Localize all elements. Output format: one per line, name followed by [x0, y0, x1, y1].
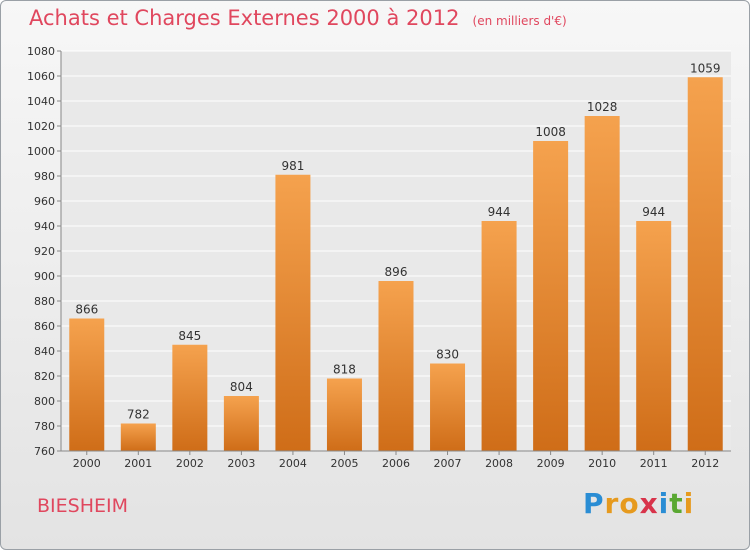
y-tick-label: 820	[34, 370, 55, 383]
bar	[69, 318, 105, 451]
bar	[223, 396, 259, 451]
bar	[120, 423, 156, 451]
y-tick-label: 800	[34, 395, 55, 408]
data-label: 818	[333, 363, 356, 377]
y-tick-label: 960	[34, 195, 55, 208]
y-tick-label: 1020	[27, 120, 55, 133]
bar	[430, 363, 466, 451]
x-tick-label: 2008	[485, 457, 513, 470]
chart-title: Achats et Charges Externes 2000 à 2012	[29, 6, 460, 30]
chart-subtitle: (en milliers d'€)	[472, 14, 567, 28]
data-label: 1028	[587, 100, 618, 114]
brand-letter: P	[583, 487, 605, 520]
brand-letter: i	[658, 487, 670, 520]
bar	[636, 221, 672, 451]
brand-letter: r	[604, 487, 620, 520]
y-tick-label: 1060	[27, 70, 55, 83]
y-axis-ticks: 760 780 800 820 840 860 880 900 920 940 960 980 1000…	[27, 45, 61, 458]
bar	[275, 174, 311, 451]
title-row: Achats et Charges Externes 2000 à 2012 (…	[29, 6, 567, 30]
bars: 866 782 845 804 981 818 896 830 944 1008 1028 944 10…	[69, 61, 723, 451]
y-tick-label: 940	[34, 220, 55, 233]
x-tick-label: 2005	[330, 457, 358, 470]
bar	[172, 344, 208, 451]
commune-name: BIESHEIM	[37, 495, 128, 517]
brand-letter: o	[619, 487, 640, 520]
x-tick-label: 2007	[434, 457, 462, 470]
y-tick-label: 860	[34, 320, 55, 333]
x-tick-label: 2012	[691, 457, 719, 470]
data-label: 944	[642, 205, 665, 219]
y-tick-label: 900	[34, 270, 55, 283]
y-tick-label: 1000	[27, 145, 55, 158]
data-label: 896	[385, 265, 408, 279]
y-tick-label: 880	[34, 295, 55, 308]
x-tick-label: 2004	[279, 457, 307, 470]
y-tick-label: 760	[34, 445, 55, 458]
brand-letter: t	[669, 487, 684, 520]
bar	[481, 221, 517, 451]
brand-letter: i	[683, 487, 695, 520]
brand-letter: x	[639, 487, 659, 520]
x-tick-label: 2006	[382, 457, 410, 470]
x-tick-label: 2010	[588, 457, 616, 470]
data-label: 804	[230, 380, 253, 394]
bar	[533, 141, 569, 451]
data-label: 944	[488, 205, 511, 219]
x-tick-label: 2002	[176, 457, 204, 470]
x-axis-ticks: 2000 2001 2002 2003 2004 2005 2006 2007 2008 2009…	[73, 451, 719, 470]
x-tick-label: 2000	[73, 457, 101, 470]
x-tick-label: 2009	[537, 457, 565, 470]
data-label: 830	[436, 348, 459, 362]
y-tick-label: 840	[34, 345, 55, 358]
data-label: 866	[75, 303, 98, 317]
data-label: 845	[178, 329, 201, 343]
data-label: 782	[127, 408, 150, 422]
y-tick-label: 1040	[27, 95, 55, 108]
data-label: 1059	[690, 61, 721, 75]
y-tick-label: 980	[34, 170, 55, 183]
brand-logo: Proxiti	[583, 487, 694, 520]
y-tick-label: 920	[34, 245, 55, 258]
data-label: 1008	[535, 125, 566, 139]
bar	[378, 281, 414, 451]
x-tick-label: 2011	[640, 457, 668, 470]
data-label: 981	[281, 159, 304, 173]
x-tick-label: 2003	[227, 457, 255, 470]
bar	[584, 116, 620, 451]
bar	[326, 378, 362, 451]
y-tick-label: 780	[34, 420, 55, 433]
y-tick-label: 1080	[27, 45, 55, 58]
x-tick-label: 2001	[124, 457, 152, 470]
bar	[687, 77, 723, 451]
